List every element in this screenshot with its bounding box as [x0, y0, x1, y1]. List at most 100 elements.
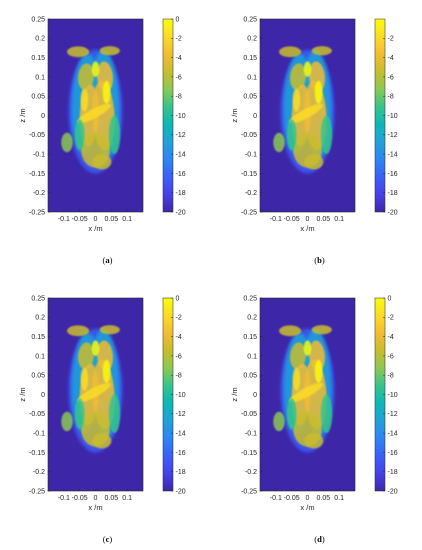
heatmap-region: [102, 359, 111, 383]
y-tick-label: -0.05: [29, 132, 45, 139]
x-tick-label: 0: [306, 495, 310, 502]
x-tick-label: 0.05: [105, 216, 119, 223]
heatmap-image: [61, 325, 123, 453]
x-tick-label: 0: [306, 216, 310, 223]
x-tick-label: 0.1: [334, 495, 344, 502]
heatmap-region: [311, 325, 332, 335]
heatmap-region: [67, 46, 90, 58]
heatmap-region: [61, 132, 73, 153]
colorbar-tick-label: -18: [176, 469, 186, 476]
colorbar-tick-label: -20: [176, 209, 186, 216]
y-tick-label: -0.1: [33, 152, 45, 159]
heatmap-region: [91, 340, 100, 356]
y-tick-label: -0.2: [33, 190, 45, 197]
y-tick-label: 0.25: [31, 16, 45, 23]
chart-panel-b: 0.250.20.150.10.050-0.05-0.1-0.15-0.2-0.…: [230, 16, 398, 265]
colorbar-tick-label: -10: [388, 113, 398, 120]
x-axis-label: x /m: [300, 503, 314, 512]
heatmap-region: [320, 394, 333, 434]
y-tick-label: 0.2: [35, 315, 45, 322]
heatmap-region: [279, 325, 302, 337]
colorbar-tick-label: -10: [176, 113, 186, 120]
y-tick-label: -0.2: [245, 190, 257, 197]
colorbar-tick-label: -4: [176, 55, 182, 62]
heatmap-region: [286, 119, 297, 151]
colorbar-tick-label: -16: [176, 171, 186, 178]
panel-caption: (b): [314, 255, 325, 265]
panel-caption-letter: c: [106, 534, 110, 544]
panel-caption: (a): [103, 255, 113, 265]
panel-caption-letter: d: [317, 534, 322, 544]
y-tick-label: 0.15: [243, 334, 257, 341]
colorbar-tick-label: -16: [176, 450, 186, 457]
colorbar-tick-label: -2: [388, 315, 394, 322]
y-tick-label: -0.15: [29, 171, 45, 178]
heatmap-region: [99, 325, 120, 335]
y-axis-label: z /m: [18, 108, 27, 122]
heatmap-region: [320, 115, 333, 155]
heatmap-region: [304, 433, 324, 449]
colorbar-tick-label: 0: [388, 295, 392, 302]
heatmap-region: [91, 61, 100, 77]
y-tick-label: 0: [41, 113, 45, 120]
panel-caption-letter: a: [105, 255, 110, 265]
heatmap-region: [304, 154, 324, 170]
panel-caption-letter: b: [317, 255, 322, 265]
y-tick-label: -0.15: [29, 450, 45, 457]
heatmap-region: [288, 382, 323, 403]
y-tick-label: 0.1: [35, 353, 45, 360]
y-tick-label: 0.15: [31, 334, 45, 341]
x-tick-label: -0.1: [58, 495, 70, 502]
y-axis-label: z /m: [18, 387, 27, 401]
y-tick-label: 0: [253, 392, 257, 399]
heatmap-region: [273, 411, 285, 432]
heatmap-region: [92, 154, 112, 170]
heatmap-region: [74, 119, 85, 151]
y-tick-label: -0.1: [33, 431, 45, 438]
x-tick-label: -0.1: [270, 216, 282, 223]
y-tick-label: -0.1: [245, 431, 257, 438]
y-tick-label: 0.05: [243, 373, 257, 380]
colorbar-tick-label: -12: [388, 411, 398, 418]
heatmap-region: [279, 46, 302, 58]
colorbar-tick-label: -18: [388, 190, 398, 197]
heatmap-region: [314, 80, 323, 104]
colorbar-tick-label: -12: [176, 411, 186, 418]
colorbar-tick-label: -20: [176, 488, 186, 495]
x-tick-label: -0.05: [72, 495, 88, 502]
heatmap-region: [76, 382, 111, 403]
x-tick-label: 0.05: [317, 216, 331, 223]
heatmap-region: [314, 359, 323, 383]
heatmap-region: [74, 398, 85, 430]
heatmap-region: [311, 46, 332, 56]
heatmap-region: [78, 63, 94, 91]
y-tick-label: 0: [253, 113, 257, 120]
heatmap-region: [288, 103, 323, 124]
y-tick-label: -0.2: [33, 469, 45, 476]
heatmap-region: [286, 398, 297, 430]
panel-caption: (c): [103, 534, 113, 544]
colorbar-tick-label: 0: [176, 295, 180, 302]
heatmap-region: [292, 88, 301, 112]
chart-panel-d: 0.250.20.150.10.050-0.05-0.1-0.15-0.2-0.…: [230, 295, 398, 544]
heatmap-region: [92, 433, 112, 449]
x-tick-label: -0.1: [270, 495, 282, 502]
y-tick-label: -0.25: [241, 488, 257, 495]
colorbar-tick-label: -2: [388, 36, 394, 43]
heatmap-region: [108, 394, 121, 434]
x-axis-label: x /m: [88, 503, 102, 512]
x-tick-label: 0: [94, 216, 98, 223]
colorbar-tick-label: 0: [176, 16, 180, 23]
y-tick-label: 0.2: [247, 315, 257, 322]
y-tick-label: 0.05: [243, 94, 257, 101]
y-tick-label: 0.1: [35, 74, 45, 81]
colorbar-tick-label: -2: [176, 36, 182, 43]
panel-caption: (d): [314, 534, 325, 544]
y-tick-label: -0.05: [29, 411, 45, 418]
colorbar-tick-label: -8: [388, 94, 394, 101]
y-tick-label: -0.05: [241, 411, 257, 418]
y-tick-label: 0.25: [243, 295, 257, 302]
y-tick-label: -0.15: [241, 171, 257, 178]
y-tick-label: -0.25: [29, 488, 45, 495]
